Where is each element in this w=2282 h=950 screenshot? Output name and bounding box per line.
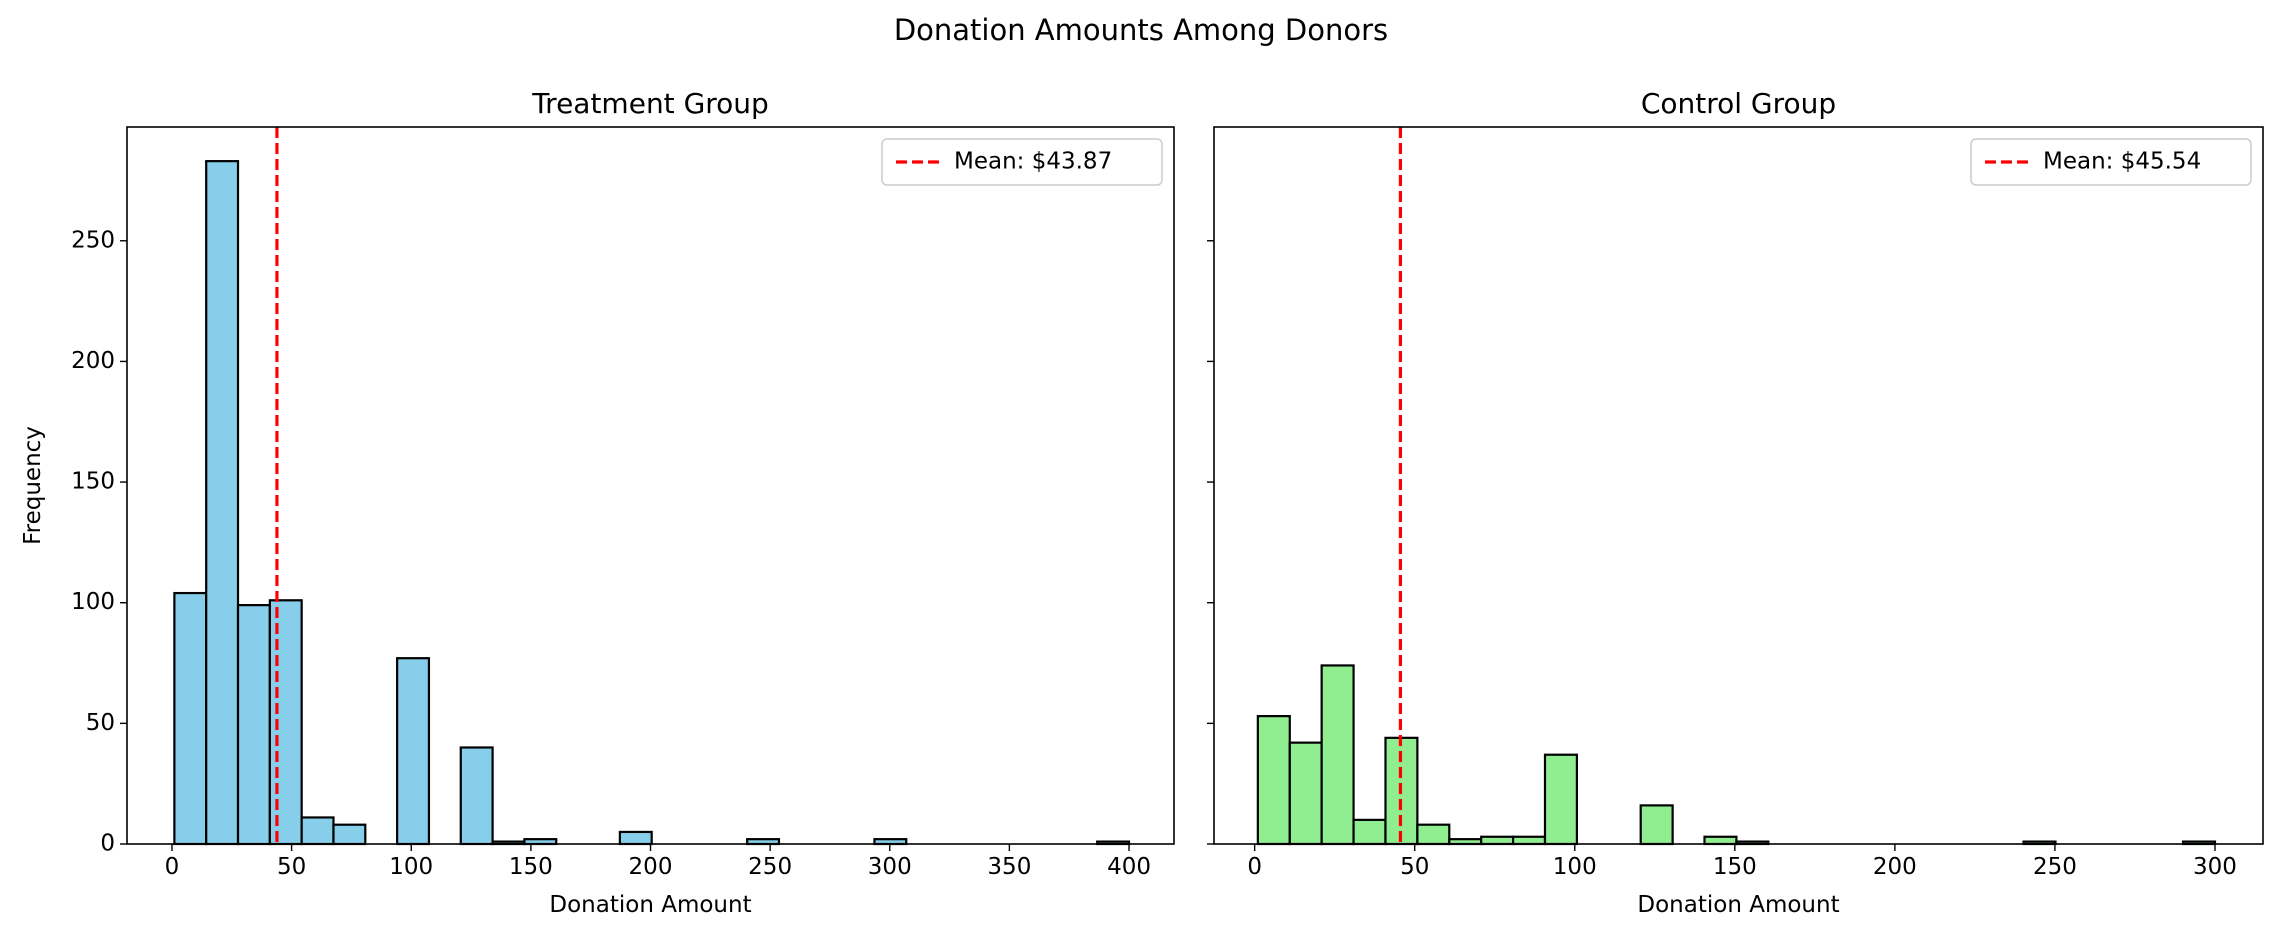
x-tick-label: 300	[2193, 854, 2237, 880]
legend-label: Mean: $43.87	[954, 149, 1112, 175]
legend-label: Mean: $45.54	[2043, 149, 2201, 175]
x-tick-label: 0	[1247, 854, 1262, 880]
bar	[618, 830, 653, 846]
x-tick-label: 350	[987, 854, 1031, 880]
x-tick-label: 200	[629, 854, 673, 880]
bar	[459, 746, 494, 846]
y-tick-label: 150	[71, 469, 115, 495]
bar	[173, 591, 208, 846]
x-axis-label: Donation Amount	[1637, 892, 1839, 918]
bar	[332, 823, 367, 846]
y-tick-label: 250	[71, 227, 115, 253]
x-tick-label: 300	[868, 854, 912, 880]
bar	[236, 604, 271, 846]
bar	[300, 816, 335, 846]
axes-title: Control Group	[1641, 87, 1836, 120]
bar	[1416, 823, 1451, 846]
y-tick-label: 100	[71, 589, 115, 615]
bar	[396, 657, 431, 846]
x-tick-label: 200	[1873, 854, 1917, 880]
bar	[1256, 715, 1291, 846]
bar	[1480, 835, 1515, 846]
x-tick-label: 250	[748, 854, 792, 880]
y-tick-label: 200	[71, 348, 115, 374]
bar	[1511, 835, 1547, 846]
bar	[1352, 818, 1387, 846]
y-tick-label: 0	[100, 831, 115, 857]
x-tick-label: 100	[1553, 854, 1597, 880]
bar	[1639, 804, 1674, 846]
x-tick-label: 400	[1107, 854, 1151, 880]
y-axis-label: Frequency	[20, 426, 46, 545]
x-tick-label: 50	[277, 854, 306, 880]
axes-title: Treatment Group	[531, 87, 769, 120]
bar	[1703, 835, 1738, 846]
x-tick-label: 50	[1400, 854, 1429, 880]
x-axis-label: Donation Amount	[549, 892, 751, 918]
x-tick-label: 100	[389, 854, 433, 880]
legend-box	[881, 138, 1163, 186]
y-tick-label: 50	[86, 710, 115, 736]
legend-box	[1970, 138, 2252, 186]
x-tick-label: 150	[1713, 854, 1757, 880]
axes-frame	[1213, 126, 2264, 845]
x-tick-label: 150	[509, 854, 553, 880]
bar	[1543, 753, 1579, 846]
bar	[205, 160, 240, 846]
bar	[1288, 741, 1323, 846]
bar	[268, 599, 303, 846]
x-tick-label: 250	[2033, 854, 2077, 880]
bar	[1320, 664, 1355, 846]
x-tick-label: 0	[165, 854, 180, 880]
figure-title: Donation Amounts Among Donors	[894, 13, 1388, 47]
